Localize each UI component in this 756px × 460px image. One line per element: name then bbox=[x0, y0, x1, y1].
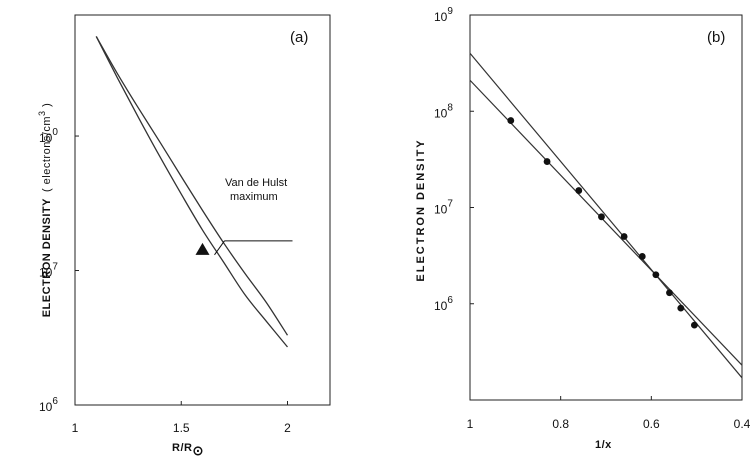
panel-b-fit-line-2 bbox=[469, 79, 743, 366]
panel-b-plot-frame bbox=[469, 14, 743, 401]
panel-a-x-tick-label: 2 bbox=[284, 421, 291, 435]
panel-b-points bbox=[507, 117, 698, 329]
panel-b-x-axis-title: 1/x bbox=[595, 439, 612, 451]
annotation-leader-diagonal bbox=[214, 240, 225, 256]
panel-b-x-tick-label: 0.4 bbox=[734, 417, 751, 431]
panel-a-x-tick-label: 1.5 bbox=[173, 421, 190, 435]
annotation-line1: Van de Hulst bbox=[225, 177, 287, 189]
panel-b-data-point bbox=[666, 289, 673, 297]
panel-a-series-2-line bbox=[95, 36, 289, 336]
y-title-unit: ( electrons/cm bbox=[41, 116, 53, 192]
panel-a-y-tick-label: 106 bbox=[39, 396, 58, 414]
x-title-main: R/R bbox=[172, 442, 192, 454]
x-title-sub: ⊙ bbox=[192, 443, 203, 458]
panel-b-x-tick-label: 0.8 bbox=[552, 417, 569, 431]
panel-b-x-ticks: 1 0.8 0.6 0.4 bbox=[467, 396, 751, 431]
panel-b-data-point bbox=[652, 271, 660, 279]
panel-b-y-ticks: 106 107 108 109 bbox=[434, 6, 474, 313]
panel-b-label: (b) bbox=[707, 29, 725, 46]
panel-b-data-point bbox=[598, 213, 605, 221]
annotation-line2: maximum bbox=[230, 191, 278, 203]
panel-b-y-tick-label: 109 bbox=[434, 6, 453, 24]
panel-b-data-point bbox=[677, 304, 685, 312]
panel-b: (b) 1 0.8 0.6 0.4 106 107 108 109 1/x ELECTRON… bbox=[415, 6, 751, 451]
panel-a-y-ticks: 106 107 100 bbox=[39, 127, 79, 414]
panel-a-plot-frame bbox=[74, 14, 331, 406]
panel-a-x-axis-title: R/R⊙ bbox=[172, 442, 204, 458]
y-title-main: ELECTRON DENSITY bbox=[41, 198, 53, 317]
panel-b-data-point bbox=[638, 253, 646, 260]
panel-a-y-tick-label: 107 bbox=[39, 262, 58, 280]
panel-b-y-tick-label: 108 bbox=[434, 102, 453, 120]
y-title-unit-sup: 3 bbox=[37, 110, 47, 116]
panel-a-y-tick-label: 100 bbox=[39, 127, 58, 145]
panel-a-x-ticks: 1 1.5 2 bbox=[72, 401, 291, 435]
panel-b-data-point bbox=[507, 117, 515, 124]
panel-b-x-tick-label: 1 bbox=[467, 417, 474, 431]
panel-b-y-axis-title: ELECTRON DENSITY bbox=[415, 138, 427, 281]
panel-b-y-tick-label: 107 bbox=[434, 199, 453, 217]
panel-a-annotation: Van de Hulst maximum bbox=[195, 177, 293, 256]
van-de-hulst-marker bbox=[195, 242, 210, 255]
panel-b-x-tick-label: 0.6 bbox=[643, 417, 660, 431]
panel-b-data-point bbox=[575, 187, 583, 194]
panel-a-x-tick-label: 1 bbox=[72, 421, 79, 435]
panel-b-data-point bbox=[543, 158, 551, 165]
panel-b-fit-line-1 bbox=[469, 52, 743, 379]
panel-a-y-axis-title: ELECTRON DENSITY ( electrons/cm3 ) bbox=[37, 103, 53, 318]
y-title-unit-close: ) bbox=[41, 103, 53, 111]
panel-a-label: (a) bbox=[290, 29, 308, 46]
panel-b-data-point bbox=[691, 321, 698, 329]
panel-a-series bbox=[95, 36, 289, 348]
panel-b-y-tick-label: 106 bbox=[434, 295, 453, 313]
panel-a-series-1-line bbox=[95, 36, 289, 348]
panel-b-data-point bbox=[620, 233, 628, 240]
panel-b-series bbox=[469, 52, 743, 379]
